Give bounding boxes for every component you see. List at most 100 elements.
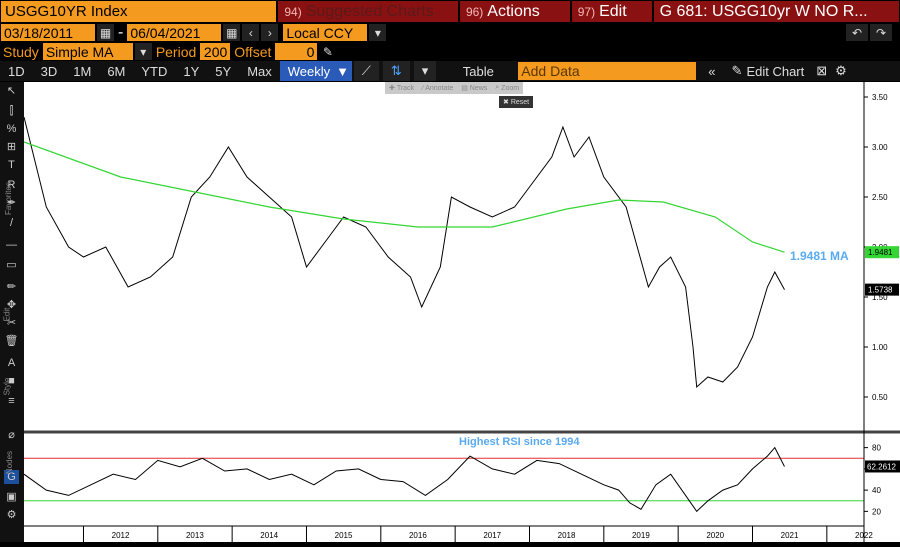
ticker-field[interactable]: USGG10YR Index xyxy=(1,1,277,22)
x-tick-label: 2015 xyxy=(335,531,353,540)
bar-chart-icon[interactable]: ⇅ xyxy=(382,61,410,81)
start-date-field[interactable]: 03/18/2011 xyxy=(1,24,95,41)
end-date: 06/04/2021 xyxy=(130,24,201,41)
pen-tool-icon[interactable]: ✒ xyxy=(6,197,17,209)
draw-icon[interactable]: ✏ xyxy=(6,281,17,293)
period-value: 200 xyxy=(203,43,228,60)
undo-icon[interactable]: ↶ xyxy=(846,24,868,41)
line-chart-icon[interactable]: ⟋ xyxy=(353,61,379,81)
range-1m[interactable]: 1M xyxy=(73,63,92,79)
study-dropdown-icon[interactable]: ▾ xyxy=(134,43,152,60)
percent-tool-icon[interactable]: % xyxy=(6,123,17,135)
rsi-last-tag-text: 62.2612 xyxy=(867,462,896,471)
frequency-dropdown[interactable]: Weekly ▼ xyxy=(279,61,352,81)
chart-type-dropdown-icon[interactable]: ▾ xyxy=(413,61,437,81)
edit-menu[interactable]: 97) Edit xyxy=(571,1,652,22)
study-bar: Study Simple MA ▾ Period 200 Offset 0 ✎ xyxy=(0,42,900,61)
next-period-button[interactable]: › xyxy=(261,24,279,41)
node-icon[interactable]: ⌀ xyxy=(8,429,15,441)
range-1d[interactable]: 1D xyxy=(8,63,25,79)
toolbar: 1D 3D 1M 6M YTD 1Y 5Y Max Weekly ▼ ⟋ ⇅ ▾ … xyxy=(0,61,900,81)
price-last-tags: 1.9481 1.5738 xyxy=(865,246,899,296)
channel-icon[interactable]: ▭ xyxy=(6,259,17,271)
edit-num: 97) xyxy=(577,4,596,19)
rsi-tick-label: 40 xyxy=(872,486,881,495)
actions-menu[interactable]: 96) Actions xyxy=(459,1,570,22)
brush-icon[interactable]: / xyxy=(9,217,14,229)
ma-annotation: 1.9481 MA xyxy=(790,249,849,263)
end-date-field[interactable]: 06/04/2021 xyxy=(127,24,222,41)
fill-icon[interactable]: ■ xyxy=(8,375,15,387)
add-data-field[interactable]: Add Data xyxy=(518,62,697,80)
range-ytd[interactable]: YTD xyxy=(141,63,168,79)
start-date: 03/18/2011 xyxy=(4,24,74,41)
offset-value: 0 xyxy=(306,43,315,60)
chart-settings-icon[interactable]: ⊠ xyxy=(816,63,828,78)
table-button[interactable]: Table xyxy=(462,63,494,79)
r-tool-icon[interactable]: R xyxy=(7,179,16,191)
news-button[interactable]: ▤ News xyxy=(457,82,492,94)
redo-icon[interactable]: ↷ xyxy=(870,24,892,41)
x-tick-label: 2016 xyxy=(409,531,427,540)
node-square-icon[interactable]: ▣ xyxy=(6,491,17,503)
collapse-icon[interactable]: « xyxy=(708,63,716,79)
currency-field[interactable]: Local CCY xyxy=(283,24,368,41)
start-calendar-icon[interactable]: ▦ xyxy=(97,24,114,41)
fib-tool-icon[interactable]: ⊞ xyxy=(6,141,17,153)
ma-last-tag-text: 1.9481 xyxy=(868,248,893,257)
node-g-icon[interactable]: G xyxy=(4,470,19,484)
cut-icon[interactable]: ✂ xyxy=(6,317,17,329)
line-style-icon[interactable]: ≡ xyxy=(8,395,15,407)
range-3d[interactable]: 3D xyxy=(40,63,58,79)
favorites-label: Favorites xyxy=(3,182,13,215)
nodes-label: Nodes xyxy=(5,450,15,475)
edit-chart-button[interactable]: ✎ Edit Chart xyxy=(724,61,813,81)
x-axis: 2012 2013 2014 2015 2016 2017 2018 2019 2020 2021… xyxy=(24,525,873,542)
end-calendar-icon[interactable]: ▦ xyxy=(223,24,241,41)
frequency-value: Weekly xyxy=(287,63,331,79)
gear-icon[interactable]: ⚙ xyxy=(835,63,847,78)
currency-value: Local CCY xyxy=(286,24,354,41)
ma-series-line xyxy=(23,141,785,253)
top-bar: USGG10YR Index 94) Suggested Charts 96) … xyxy=(0,0,900,23)
font-icon[interactable]: A xyxy=(7,357,16,369)
edit-label: Edit xyxy=(599,2,627,20)
chart-svg: 0.501.001.502.002.503.003.50 1.94811.573… xyxy=(23,82,900,542)
range-6m[interactable]: 6M xyxy=(107,63,126,79)
x-tick-label: 2012 xyxy=(112,531,130,540)
cursor-icon[interactable]: ↖ xyxy=(6,85,17,97)
zoom-label: Zoom xyxy=(501,84,520,92)
reset-button[interactable]: ✖ Reset xyxy=(499,96,534,108)
currency-dropdown-icon[interactable]: ▾ xyxy=(369,24,387,41)
move-icon[interactable]: ✥ xyxy=(6,299,17,311)
x-tick-label: 2014 xyxy=(260,531,278,540)
prev-period-button[interactable]: ‹ xyxy=(242,24,260,41)
price-series-line xyxy=(23,116,785,389)
price-last-tag-bg xyxy=(865,283,899,296)
ma-last-tag-bg xyxy=(865,246,899,259)
study-value: Simple MA xyxy=(45,43,114,60)
frequency-chevron-icon: ▼ xyxy=(336,63,350,79)
trash-icon[interactable]: 🗑 xyxy=(4,335,19,347)
reset-label: Reset xyxy=(510,98,530,106)
price-last-tag-text: 1.5738 xyxy=(868,286,893,295)
chart-title[interactable]: G 681: USGG10yr W NO R... xyxy=(653,1,899,22)
pencil-icon[interactable]: ✎ xyxy=(322,44,333,59)
zoom-button[interactable]: ⌕ Zoom xyxy=(491,82,524,94)
offset-field[interactable]: 0 xyxy=(275,43,318,60)
vertical-line-icon[interactable]: ⫿ xyxy=(9,105,14,117)
track-button[interactable]: ✚ Track xyxy=(385,82,419,94)
chart-area[interactable]: 0.501.001.502.002.503.003.50 1.94811.573… xyxy=(23,82,900,542)
range-max[interactable]: Max xyxy=(247,63,272,79)
suggested-charts-menu[interactable]: 94) Suggested Charts xyxy=(278,1,458,22)
node-settings-icon[interactable]: ⚙ xyxy=(6,509,17,521)
text-box-icon[interactable]: T xyxy=(8,159,15,171)
horizontal-line-icon[interactable]: — xyxy=(6,239,17,251)
period-field[interactable]: 200 xyxy=(200,43,231,60)
study-label: Study xyxy=(3,43,39,60)
annotate-button[interactable]: ∕ Annotate xyxy=(418,82,458,94)
range-1y[interactable]: 1Y xyxy=(183,63,200,79)
date-separator: - xyxy=(118,23,124,41)
range-5y[interactable]: 5Y xyxy=(215,63,232,79)
study-field[interactable]: Simple MA xyxy=(42,43,133,60)
